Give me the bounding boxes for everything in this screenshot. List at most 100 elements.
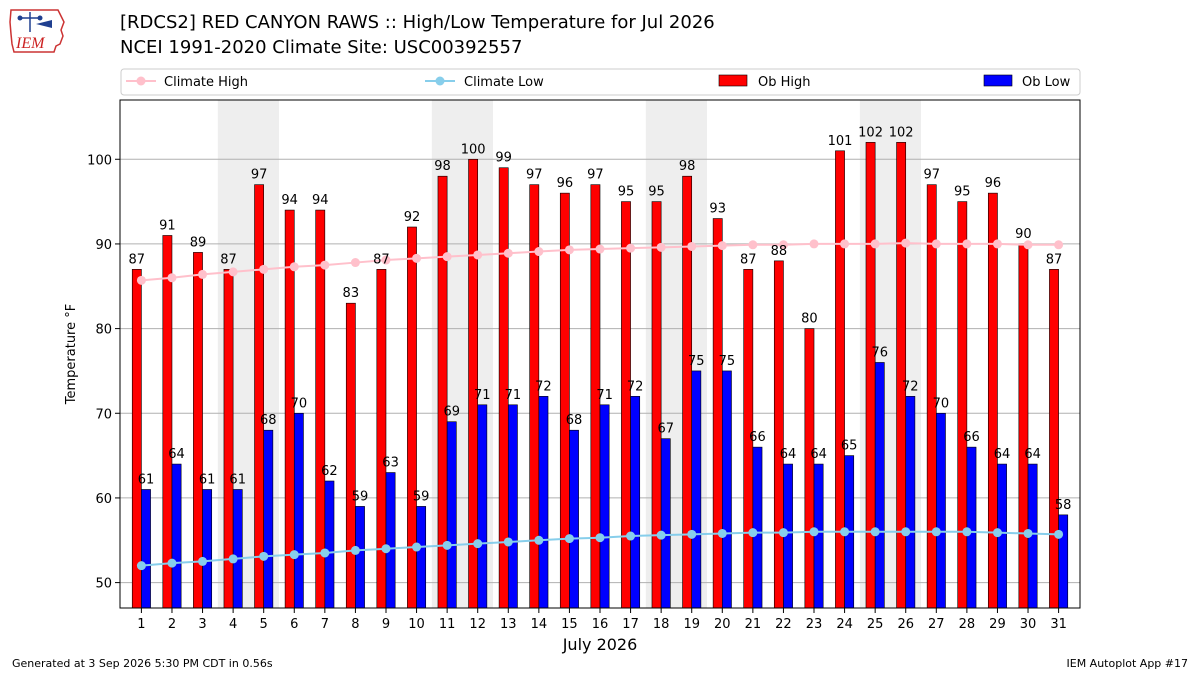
ob-low-label: 65: [841, 439, 858, 454]
ob-low-label: 71: [505, 388, 522, 403]
climate-high-point: [962, 239, 972, 249]
climate-high-point: [748, 240, 758, 250]
ob-low-bar: [874, 362, 885, 609]
ob-low-label: 64: [168, 447, 185, 462]
climate-high-point: [503, 248, 513, 258]
ob-high-label: 94: [281, 193, 298, 208]
x-tick-label: 26: [897, 617, 914, 632]
ob-high-bar: [682, 175, 693, 609]
climate-high-point: [656, 242, 666, 252]
ob-high-label: 100: [461, 142, 486, 157]
ob-low-label: 62: [321, 464, 338, 479]
ob-high-bar: [315, 209, 326, 609]
climate-low-point: [931, 527, 941, 537]
climate-low-point: [748, 528, 758, 538]
ob-low-label: 71: [596, 388, 613, 403]
x-tick-label: 22: [775, 617, 792, 632]
ob-high-label: 95: [618, 185, 635, 200]
climate-low-point: [136, 561, 146, 571]
x-tick-label: 2: [168, 617, 176, 632]
ob-high-bar: [345, 302, 356, 609]
climate-high-point: [626, 243, 636, 253]
ob-high-label: 95: [954, 185, 971, 200]
ob-low-label: 68: [260, 413, 277, 428]
ob-high-bar: [773, 260, 784, 609]
climate-high-point: [473, 250, 483, 260]
ob-high-label: 88: [771, 244, 788, 259]
x-tick-label: 19: [683, 617, 700, 632]
x-tick-label: 3: [198, 617, 206, 632]
iem-logo-icon: IEM: [9, 9, 65, 53]
ob-high-bar: [712, 218, 723, 609]
ob-high-bar: [896, 142, 907, 609]
y-tick-label: 60: [95, 492, 112, 507]
ob-low-label: 64: [810, 447, 827, 462]
ob-low-bar: [630, 396, 641, 609]
legend-climate-high-marker-icon: [136, 76, 146, 86]
ob-high-label: 93: [709, 202, 726, 217]
chart-subtitle: NCEI 1991-2020 Climate Site: USC00392557: [120, 37, 523, 58]
ob-high-label: 92: [404, 210, 421, 225]
x-tick-label: 15: [561, 617, 578, 632]
ob-high-label: 87: [1046, 252, 1063, 267]
climate-high-point: [350, 258, 360, 268]
ob-low-label: 59: [413, 489, 430, 504]
ob-low-label: 70: [933, 396, 950, 411]
climate-high-point: [320, 260, 330, 270]
climate-low-point: [289, 550, 299, 560]
climate-high-point: [259, 264, 269, 274]
app-credit: IEM Autoplot App #17: [1066, 657, 1189, 670]
climate-high-point: [564, 245, 574, 255]
climate-low-point: [564, 534, 574, 544]
ob-low-label: 75: [688, 354, 705, 369]
x-tick-label: 10: [408, 617, 425, 632]
ob-low-bar: [1058, 514, 1069, 609]
ob-low-label: 64: [780, 447, 797, 462]
svg-text:IEM: IEM: [15, 35, 46, 52]
climate-low-point: [442, 540, 452, 550]
climate-low-point: [412, 542, 422, 552]
ob-low-label: 75: [719, 354, 736, 369]
ob-high-label: 87: [129, 252, 146, 267]
ob-high-bar: [987, 192, 998, 609]
climate-high-point: [167, 273, 177, 283]
ob-high-bar: [131, 269, 142, 609]
ob-high-bar: [865, 142, 876, 609]
ob-low-bar: [202, 489, 213, 609]
climate-low-point: [870, 527, 880, 537]
climate-high-point: [381, 255, 391, 265]
x-tick-label: 23: [806, 617, 823, 632]
ob-low-label: 66: [963, 430, 980, 445]
ob-low-bar: [355, 506, 365, 609]
climate-low-point: [687, 529, 697, 539]
ob-high-bar: [559, 192, 570, 609]
ob-high-label: 87: [373, 252, 390, 267]
y-tick-label: 70: [95, 407, 112, 422]
x-tick-label: 7: [321, 617, 329, 632]
ob-low-bar: [263, 429, 274, 609]
climate-high-point: [1054, 240, 1064, 250]
ob-high-label: 98: [434, 159, 451, 174]
climate-high-point: [442, 252, 452, 262]
ob-low-label: 61: [229, 472, 246, 487]
climate-low-point: [228, 554, 238, 564]
ob-low-bar: [599, 404, 610, 609]
ob-low-bar: [538, 396, 549, 609]
legend-ob-high-label: Ob High: [758, 75, 811, 90]
ob-high-bar: [162, 235, 173, 609]
ob-low-bar: [721, 370, 732, 609]
climate-low-point: [809, 527, 819, 537]
climate-high-point: [534, 247, 544, 257]
x-axis-label: July 2026: [562, 635, 638, 654]
legend-climate-high-label: Climate High: [164, 75, 248, 90]
climate-high-point: [931, 239, 941, 249]
x-tick-label: 1: [137, 617, 145, 632]
x-tick-label: 24: [836, 617, 853, 632]
y-tick-label: 50: [95, 577, 112, 592]
x-tick-label: 14: [531, 617, 548, 632]
x-tick-label: 30: [1020, 617, 1037, 632]
x-tick-label: 29: [989, 617, 1006, 632]
climate-low-point: [626, 531, 636, 541]
climate-high-point: [198, 269, 208, 279]
chart-title: [RDCS2] RED CANYON RAWS :: High/Low Temp…: [120, 12, 715, 33]
